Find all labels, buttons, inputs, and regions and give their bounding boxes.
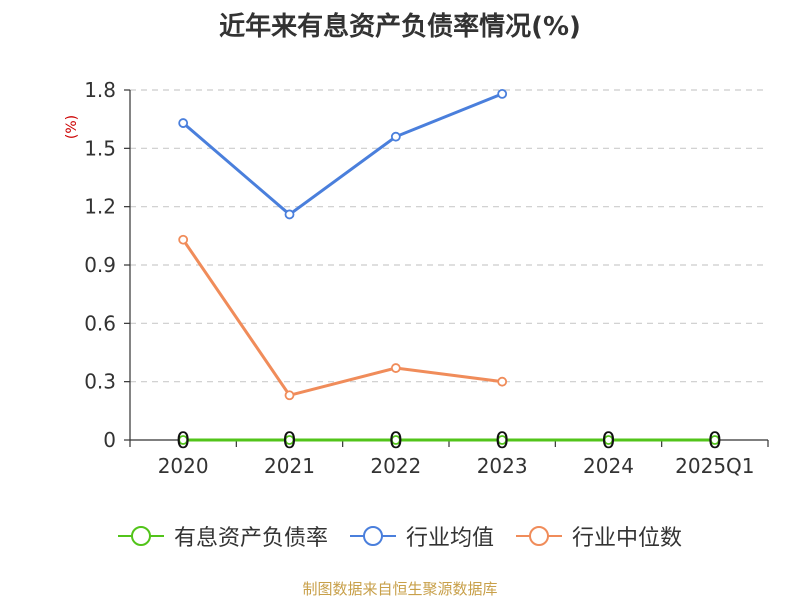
y-tick-label: 1.5 (84, 136, 116, 160)
y-tick-label: 1.8 (84, 78, 116, 102)
legend-label: 有息资产负债率 (173, 526, 328, 551)
data-point (603, 435, 614, 445)
x-tick-label: 2020 (158, 454, 209, 478)
series-line (181, 238, 503, 397)
x-tick-label: 2024 (583, 454, 634, 478)
legend-label: 行业均值 (405, 526, 494, 551)
legend-marker-icon (117, 526, 164, 546)
y-tick-label: 0.6 (84, 311, 116, 335)
x-tick-label: 2025Q1 (675, 454, 754, 478)
legend-marker-icon (516, 526, 562, 546)
data-point (497, 376, 508, 387)
data-point (178, 234, 189, 245)
legend-marker-icon (349, 526, 396, 546)
data-label: 0 (495, 429, 509, 454)
chart-title: 近年来有息资产负债率情况(%) (219, 12, 581, 42)
data-label: 0 (283, 429, 297, 454)
y-axis-label: (%) (64, 115, 80, 139)
data-point (284, 390, 295, 401)
data-label: 0 (389, 429, 403, 454)
data-label: 0 (602, 429, 616, 454)
legend-label: 行业中位数 (572, 526, 683, 551)
x-tick-label: 2021 (264, 454, 315, 478)
x-tick-label: 2023 (477, 454, 528, 478)
data-point (284, 435, 295, 445)
legend-item[interactable]: 行业均值 (349, 520, 494, 552)
data-point (709, 435, 720, 445)
y-tick-label: 1.2 (84, 195, 116, 219)
data-point (178, 118, 189, 128)
series-line (182, 92, 503, 217)
y-tick-label: 0.9 (84, 253, 116, 277)
legend: 有息资产负债率 行业均值 行业中位数 (0, 520, 800, 552)
data-point (284, 209, 295, 220)
y-tick-label: 0.3 (84, 370, 116, 394)
data-point (390, 131, 401, 142)
legend-item[interactable]: 有息资产负债率 (117, 520, 328, 552)
data-point (390, 435, 401, 445)
legend-item[interactable]: 行业中位数 (516, 520, 682, 552)
y-tick-label: 0 (103, 428, 116, 452)
data-label: 0 (708, 429, 722, 454)
data-point (497, 435, 508, 445)
data-point (497, 88, 508, 99)
data-point (178, 435, 189, 445)
data-label: 0 (176, 429, 190, 454)
data-point (390, 363, 401, 373)
source-note: 制图数据来自恒生聚源数据库 (302, 580, 498, 598)
x-tick-label: 2022 (370, 454, 421, 478)
